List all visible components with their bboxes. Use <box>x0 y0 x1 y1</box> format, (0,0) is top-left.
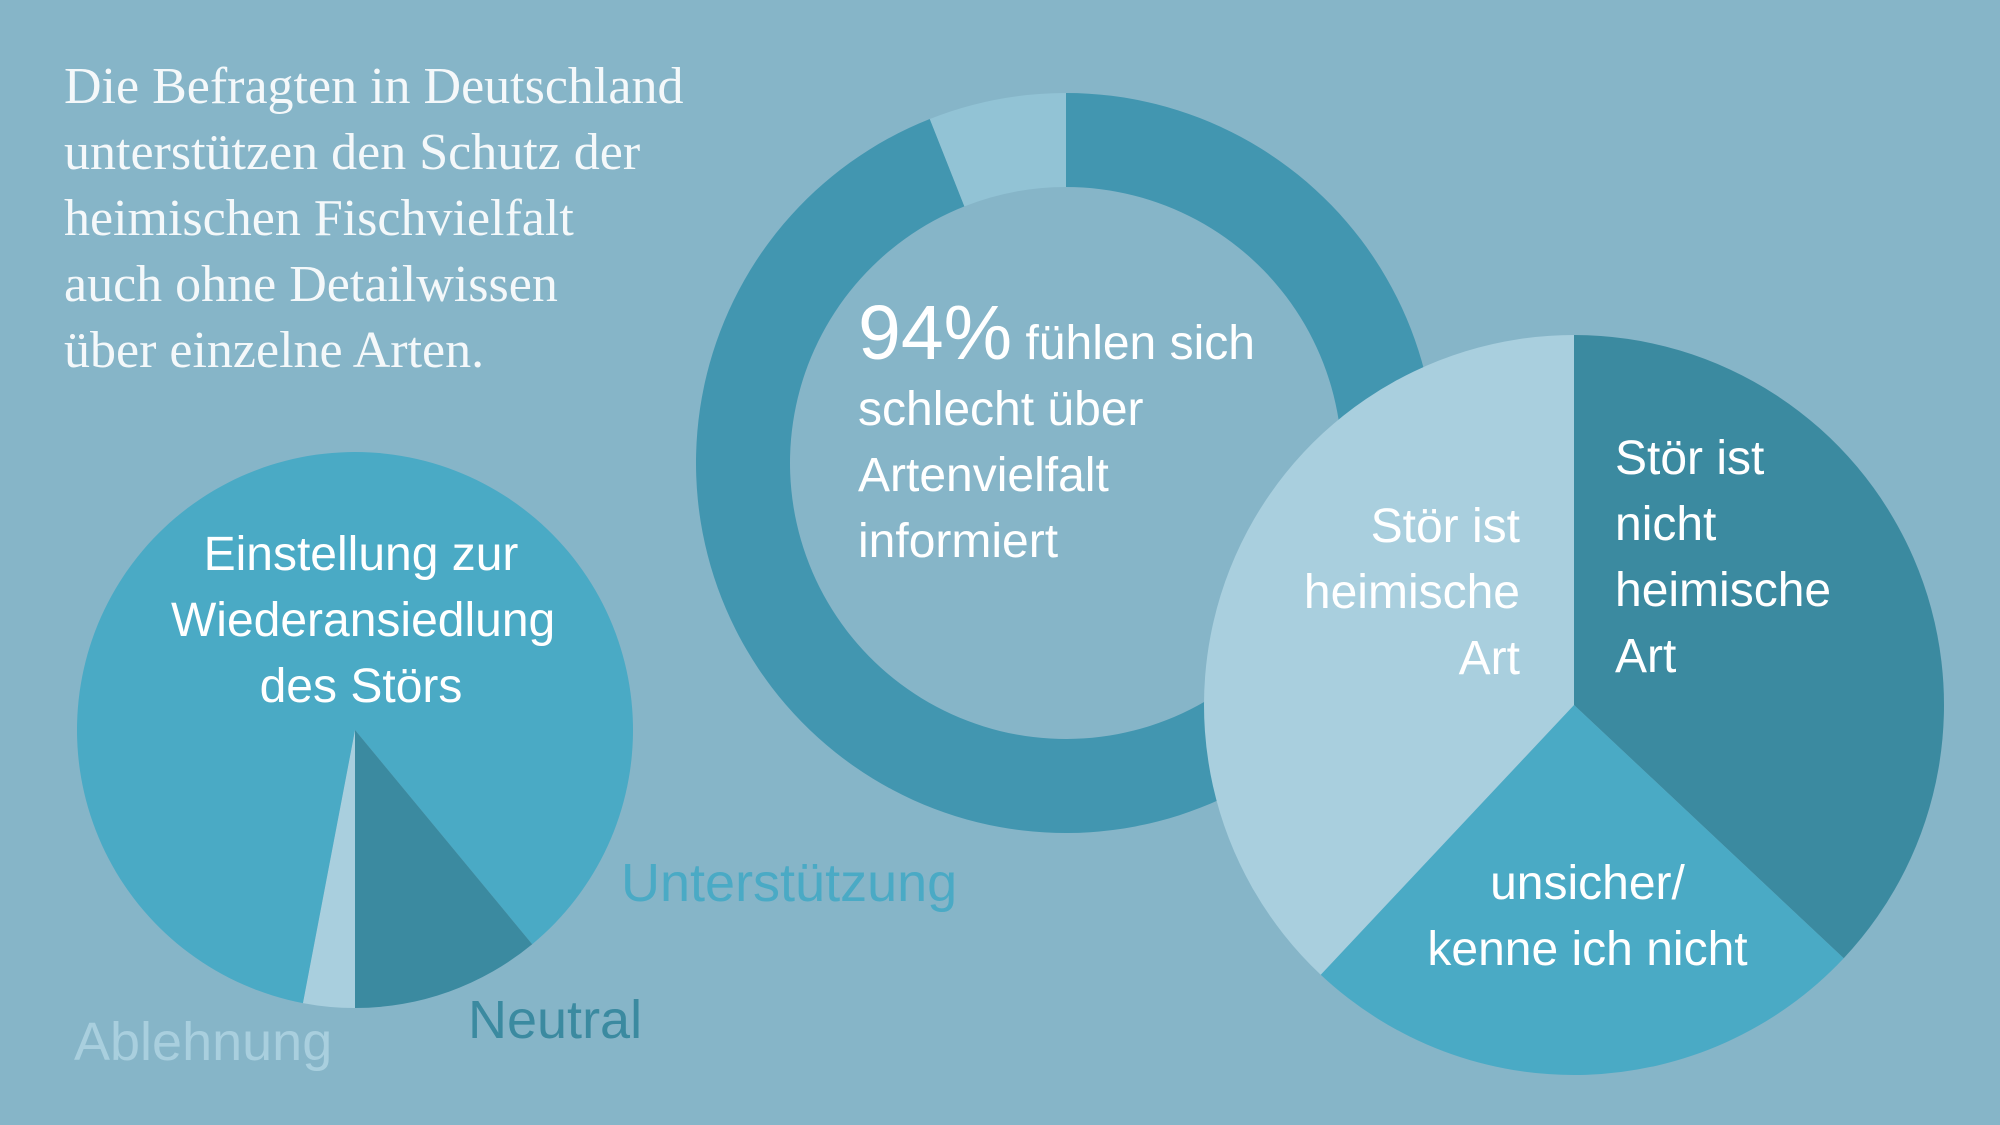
headline-line: heimischen Fischvielfalt <box>64 190 574 247</box>
headline-line: über einzelne Arten. <box>64 322 485 379</box>
donut-segment <box>929 93 1066 207</box>
pie-slice <box>355 730 533 1008</box>
slice-label: Ablehnung <box>74 1012 333 1072</box>
slice-label: Neutral <box>468 990 643 1050</box>
slice-label: unsicher/ kenne ich nicht <box>1427 857 1748 976</box>
value-label: 94% <box>858 290 1013 376</box>
pie-slice <box>1203 335 1574 975</box>
headline-line: Die Befragten in Deutschland <box>64 58 684 115</box>
pie-slice <box>1320 705 1844 1075</box>
pie-slice <box>302 730 355 1008</box>
caption-text: fühlen sich schlecht über Artenvielfalt … <box>858 317 1255 568</box>
pie-slice <box>76 452 633 1004</box>
slice-label: Stör ist heimische Art <box>1303 500 1520 685</box>
pie-slice <box>1574 335 1944 959</box>
headline-line: auch ohne Detailwissen <box>64 256 558 313</box>
donut-caption: 94% fühlen sich schlecht über Artenvielf… <box>858 295 1298 575</box>
headline-line: unterstützen den Schutz der <box>64 124 641 181</box>
pie-title: Einstellung zur Wiederansiedlung des Stö… <box>171 528 556 713</box>
slice-label: Stör ist nicht heimische Art <box>1615 432 1832 683</box>
slice-label: Unterstützung <box>621 853 958 913</box>
